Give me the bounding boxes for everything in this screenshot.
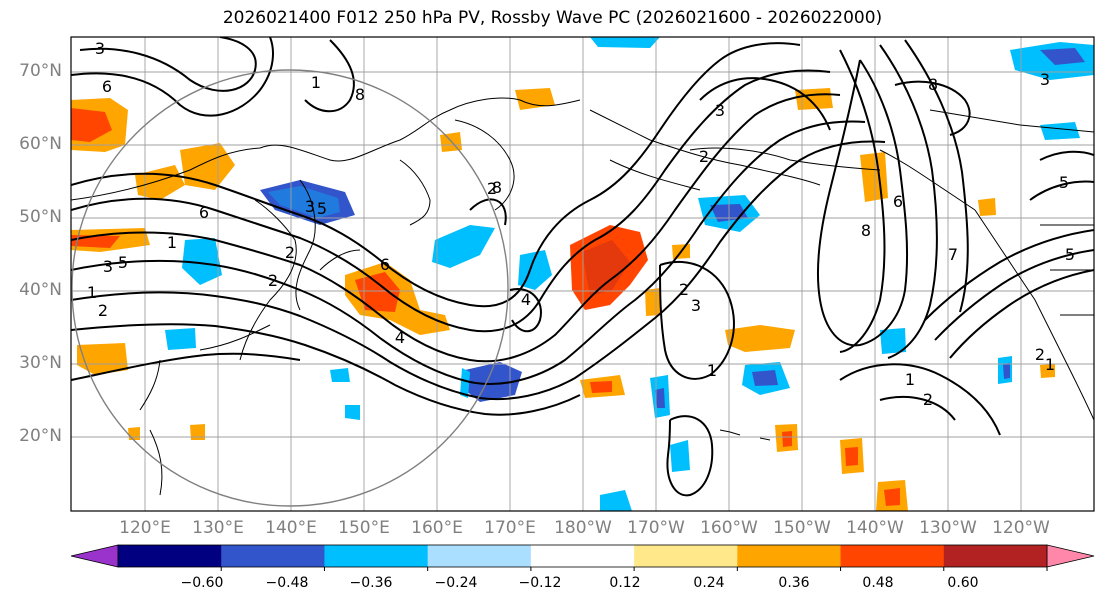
contour-label: 6: [380, 255, 390, 274]
contour-label: 2: [923, 390, 933, 409]
colorbar-segment: [840, 545, 945, 567]
colorbar-tick: 0.12: [609, 575, 641, 591]
contour-label: 4: [521, 290, 531, 309]
contour-label: 2: [487, 179, 497, 198]
contour-label: 3: [1040, 70, 1050, 89]
lon-label-170w: 170°W: [627, 518, 685, 538]
contour-label: 8: [492, 178, 502, 197]
contour-label: 1: [707, 361, 717, 380]
contour-label: 8: [861, 221, 871, 240]
contour-label: 5: [1065, 245, 1075, 264]
lon-label-120e: 120°E: [119, 518, 171, 538]
colorbar-frame: [117, 544, 1048, 568]
lon-label-140w: 140°W: [846, 518, 904, 538]
contour-label: 3: [715, 101, 725, 120]
colorbar-segment: [530, 545, 635, 567]
colorbar-tick: −0.12: [518, 575, 562, 591]
colorbar-tick: −0.24: [434, 575, 478, 591]
contour-label: 2: [285, 243, 295, 262]
contour-label: 1: [167, 233, 177, 252]
colorbar-segment: [118, 545, 222, 567]
colorbar-tick: −0.60: [180, 575, 224, 591]
contour-label: 3: [305, 197, 315, 216]
contour-label: 2: [679, 280, 689, 299]
lon-label-150e: 150°E: [338, 518, 390, 538]
colorbar-low-extension: [70, 544, 119, 568]
coastlines: [71, 97, 1094, 496]
lon-label-160w: 160°W: [700, 518, 758, 538]
map-title: 2026021400 F012 250 hPa PV, Rossby Wave …: [222, 8, 883, 28]
colorbar-tick: 0.36: [778, 575, 810, 591]
lat-label-70n: 70°N: [19, 61, 62, 81]
pv-anomaly-shading: [71, 37, 1094, 511]
lat-label-30n: 30°N: [19, 353, 62, 373]
colorbar-segment: [634, 545, 738, 567]
contour-label: 5: [1059, 173, 1069, 192]
contour-label: 1: [87, 283, 97, 302]
colorbar-segment: [943, 545, 1048, 567]
contour-label: 8: [928, 75, 938, 94]
lon-label-140e: 140°E: [265, 518, 317, 538]
lon-label-150w: 150°W: [773, 518, 831, 538]
colorbar-segment: [737, 545, 842, 567]
contour-label: 7: [948, 245, 958, 264]
colorbar-segment: [427, 545, 532, 567]
contour-label: 3: [691, 296, 701, 315]
colorbar: [70, 544, 1095, 571]
lat-label-50n: 50°N: [19, 207, 62, 227]
contour-label: 5: [317, 199, 327, 218]
pv-contours: [71, 37, 1094, 497]
colorbar-tick: 0.24: [693, 575, 725, 591]
lon-label-170e: 170°E: [484, 518, 536, 538]
contour-label: 5: [118, 253, 128, 272]
colorbar-tick: −0.48: [265, 575, 309, 591]
lon-label-130w: 130°W: [919, 518, 977, 538]
lon-label-180w: 180°W: [554, 518, 612, 538]
contour-label: 3: [103, 257, 113, 276]
colorbar-tick: −0.36: [349, 575, 393, 591]
contour-label: 6: [893, 192, 903, 211]
colorbar-tick: 0.60: [947, 575, 979, 591]
contour-label: 2: [699, 147, 709, 166]
lat-label-40n: 40°N: [19, 280, 62, 300]
colorbar-segment: [324, 545, 429, 567]
contour-label: 1: [1045, 355, 1055, 374]
colorbar-tick: 0.48: [862, 575, 894, 591]
contour-label: 2: [268, 271, 278, 290]
contour-label: 6: [199, 203, 209, 222]
colorbar-high-extension: [1046, 544, 1095, 568]
lat-label-20n: 20°N: [19, 426, 62, 446]
contour-label: 4: [395, 328, 405, 347]
lon-label-120w: 120°W: [992, 518, 1050, 538]
colorbar-segment: [221, 545, 325, 567]
reference-circle: [71, 69, 509, 507]
contour-label: 1: [311, 73, 321, 92]
contour-label: 2: [98, 301, 108, 320]
contour-label: 8: [355, 85, 365, 104]
lon-label-130e: 130°E: [192, 518, 244, 538]
map-frame: [70, 36, 1095, 512]
contour-label: 1: [905, 370, 915, 389]
contour-label: 6: [102, 77, 112, 96]
contour-label: 2: [1035, 345, 1045, 364]
lon-label-160e: 160°E: [411, 518, 463, 538]
contour-label: 3: [95, 39, 105, 58]
lat-label-60n: 60°N: [19, 134, 62, 154]
